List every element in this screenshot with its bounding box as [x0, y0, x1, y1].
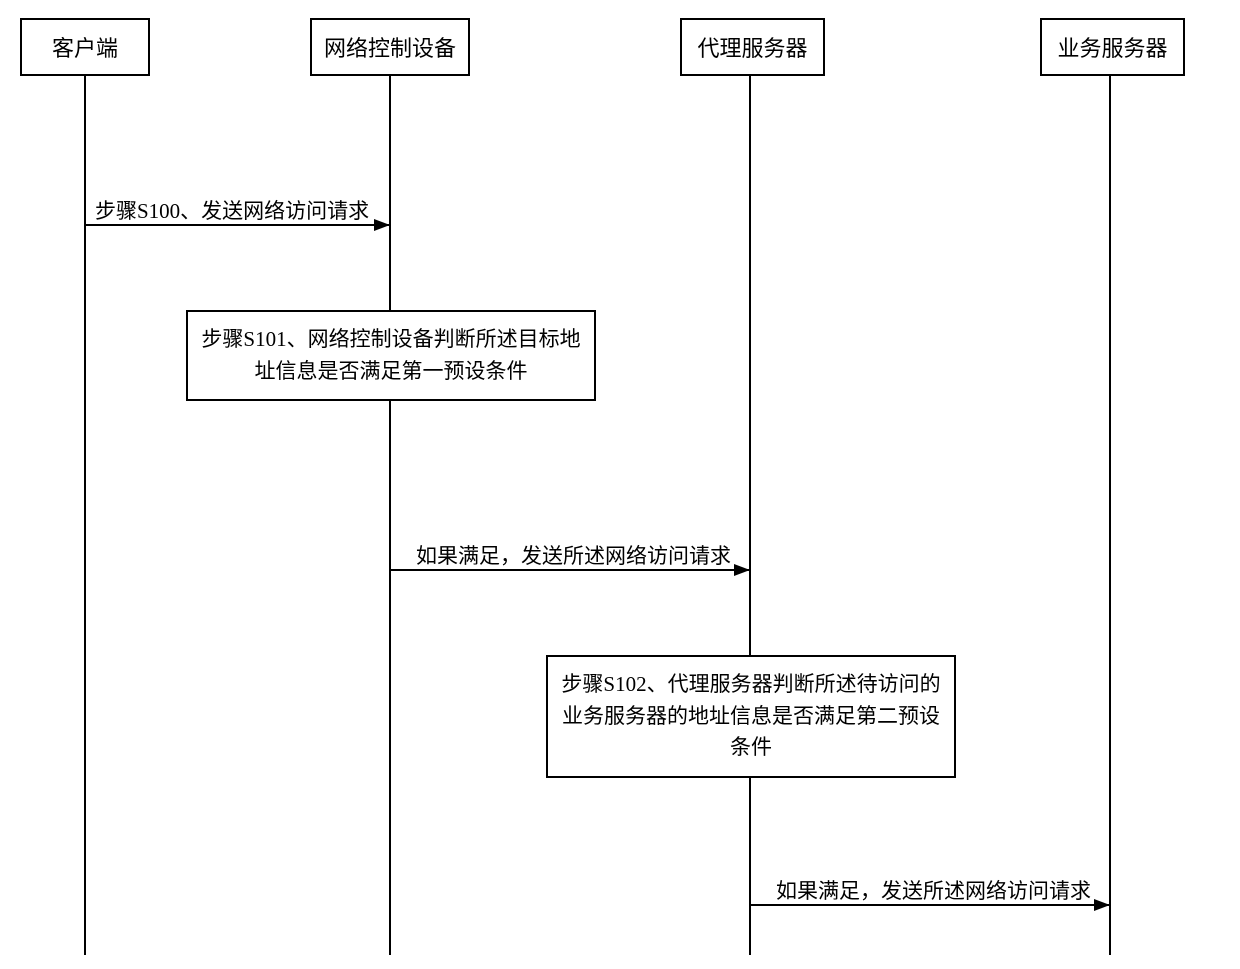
sequence-diagram: 客户端 网络控制设备 代理服务器 业务服务器步骤S101、网络控制设备判断所述目标地址… — [0, 0, 1240, 969]
msg-cond1-label: 如果满足，发送所述网络访问请求 — [416, 540, 731, 570]
lifeline-service — [1109, 76, 1111, 955]
msg-cond2-label: 如果满足，发送所述网络访问请求 — [776, 875, 1091, 905]
participant-proxy: 代理服务器 — [680, 18, 825, 76]
participant-netctrl: 网络控制设备 — [310, 18, 470, 76]
lifeline-proxy — [749, 76, 751, 955]
proc-s101: 步骤S101、网络控制设备判断所述目标地址信息是否满足第一预设条件 — [186, 310, 596, 401]
participant-service: 业务服务器 — [1040, 18, 1185, 76]
msg-s100-label: 步骤S100、发送网络访问请求 — [95, 195, 369, 225]
lifeline-netctrl — [389, 76, 391, 955]
lifeline-client — [84, 76, 86, 955]
proc-s102: 步骤S102、代理服务器判断所述待访问的业务服务器的地址信息是否满足第二预设条件 — [546, 655, 956, 778]
participant-client: 客户端 — [20, 18, 150, 76]
